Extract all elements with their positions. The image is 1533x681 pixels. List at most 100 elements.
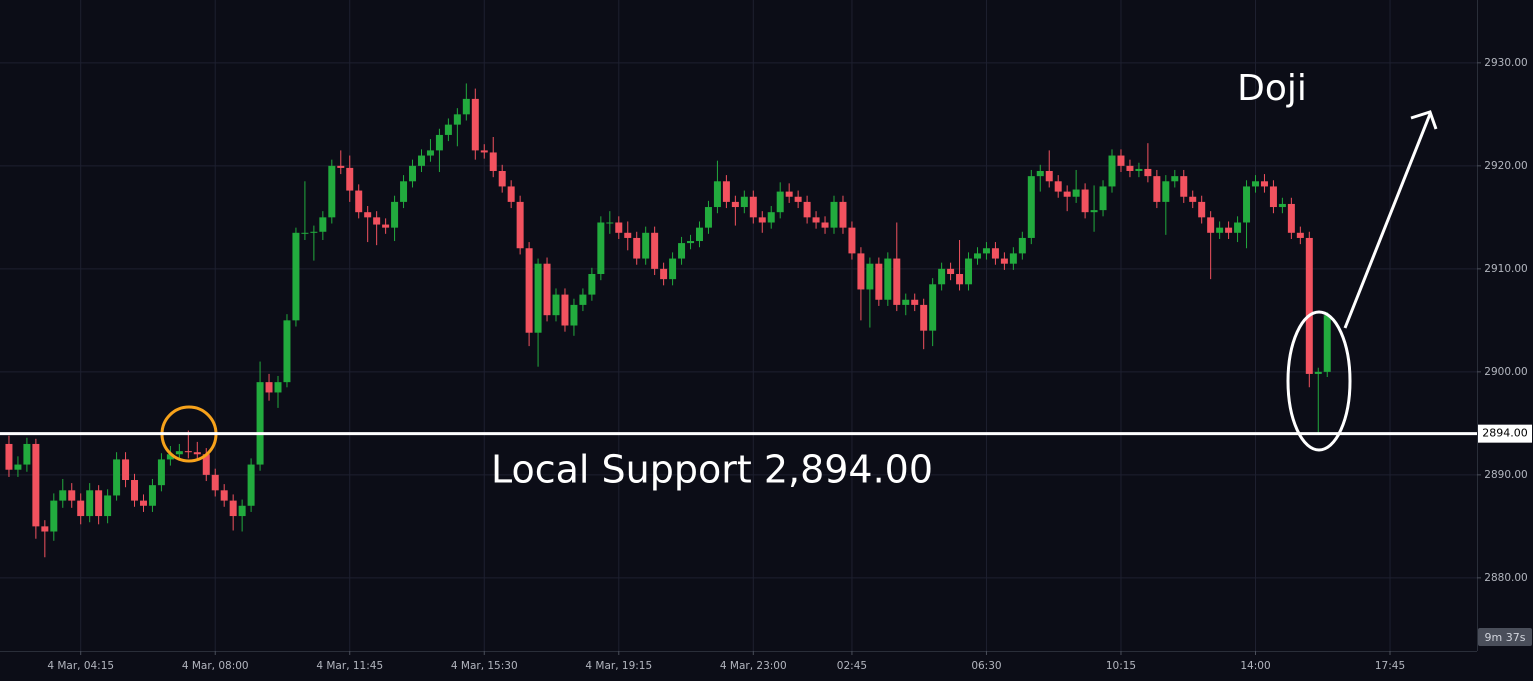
x-tick-label: 4 Mar, 11:45 [316,660,383,672]
candle [382,218,390,234]
candle [373,211,381,246]
candle-body [139,500,147,506]
candle [1117,149,1125,173]
candle-body [1287,203,1295,233]
candle-body [95,490,103,517]
candle-body [642,232,650,259]
candle [489,136,497,178]
candle-body [947,268,955,274]
arrow-shaft [1343,113,1432,329]
candle-body [265,382,273,393]
candle-body [740,196,748,208]
candle-body [624,232,632,238]
candle [435,128,443,173]
candles [5,83,1331,558]
candle-body [122,459,130,481]
candle [247,458,255,512]
candle-body [749,196,757,218]
candle-body [893,258,901,305]
candle [893,222,901,312]
x-tick-label: 14:00 [1240,660,1270,672]
candle-body [902,299,910,305]
candle [1305,231,1313,388]
candle-body [534,263,542,333]
candle [95,485,103,525]
candle-body [471,98,479,151]
candle [364,206,372,243]
candle-body [1063,191,1071,197]
y-tick-label: 2880.00 [1484,572,1527,584]
candle-body [1153,176,1161,202]
candle [256,361,264,471]
candle-body [211,474,219,491]
candle-body [175,451,183,455]
candle [1260,174,1268,193]
candle [229,494,237,531]
candle-body [767,212,775,223]
candle-body [1216,227,1224,233]
candle [1171,169,1179,188]
candle [417,149,425,173]
candle [1036,164,1044,192]
candle [1090,185,1098,232]
candle [902,293,910,316]
candle [929,278,937,347]
x-tick-label: 17:45 [1375,660,1405,672]
candle [776,182,784,219]
candle [211,468,219,497]
candle [1243,180,1251,249]
candle-body [857,253,865,290]
candle [1198,195,1206,224]
support-label-box [1478,424,1532,443]
candle-body [346,167,354,191]
y-tick-label: 2920.00 [1484,160,1527,172]
candle [283,314,291,388]
candle [552,288,560,322]
candle-body [59,490,67,501]
candle-body [444,124,452,135]
candle [848,221,856,260]
candle [749,190,757,224]
candle [148,478,156,512]
candle-body [982,248,990,254]
candle [821,216,829,234]
candle [1081,183,1089,219]
candle [830,195,838,234]
candle-body [238,505,246,517]
candle [14,456,22,477]
candle [122,452,130,488]
candle-body [382,224,390,228]
candle-body [131,480,139,501]
candle [480,144,488,159]
candle-body [1189,196,1197,202]
candle [1323,312,1331,378]
candle-body [256,382,264,465]
candle-body [794,196,802,202]
candle-body [274,382,282,393]
x-tick-label: 10:15 [1106,660,1136,672]
candle-body [1018,237,1026,254]
candle [1207,211,1215,280]
candle-body [77,500,85,517]
candle-body [68,490,76,501]
candle [633,231,641,265]
candle [426,139,434,162]
candle [875,257,883,306]
candle-body [938,268,946,285]
candle-body [1117,155,1125,166]
highlight-ellipse [1286,310,1352,452]
candle [23,437,31,472]
y-tick-label: 2890.00 [1484,469,1527,481]
candle [678,236,686,265]
candle-body [866,263,874,290]
candle [534,258,542,367]
candle-body [1045,170,1053,182]
candle-body [310,231,318,233]
candle-body [1126,165,1134,171]
candle-body [453,114,461,125]
candle-body [409,165,417,182]
candle [1225,221,1233,239]
candle [193,441,201,461]
countdown-box [1478,628,1532,646]
